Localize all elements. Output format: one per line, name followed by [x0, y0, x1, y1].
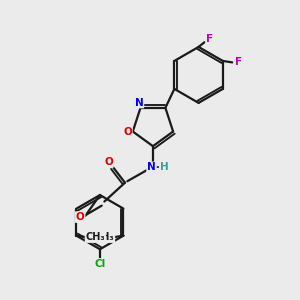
Text: CH₃: CH₃ — [85, 232, 105, 242]
Text: F: F — [235, 57, 242, 68]
Text: O: O — [123, 127, 132, 136]
Text: H: H — [160, 162, 169, 172]
Text: CH₃: CH₃ — [95, 232, 114, 242]
Text: Cl: Cl — [94, 259, 106, 269]
Text: F: F — [206, 34, 213, 44]
Text: O: O — [104, 157, 113, 167]
Text: N: N — [135, 98, 143, 107]
Text: O: O — [76, 212, 85, 222]
Text: N: N — [147, 162, 156, 172]
